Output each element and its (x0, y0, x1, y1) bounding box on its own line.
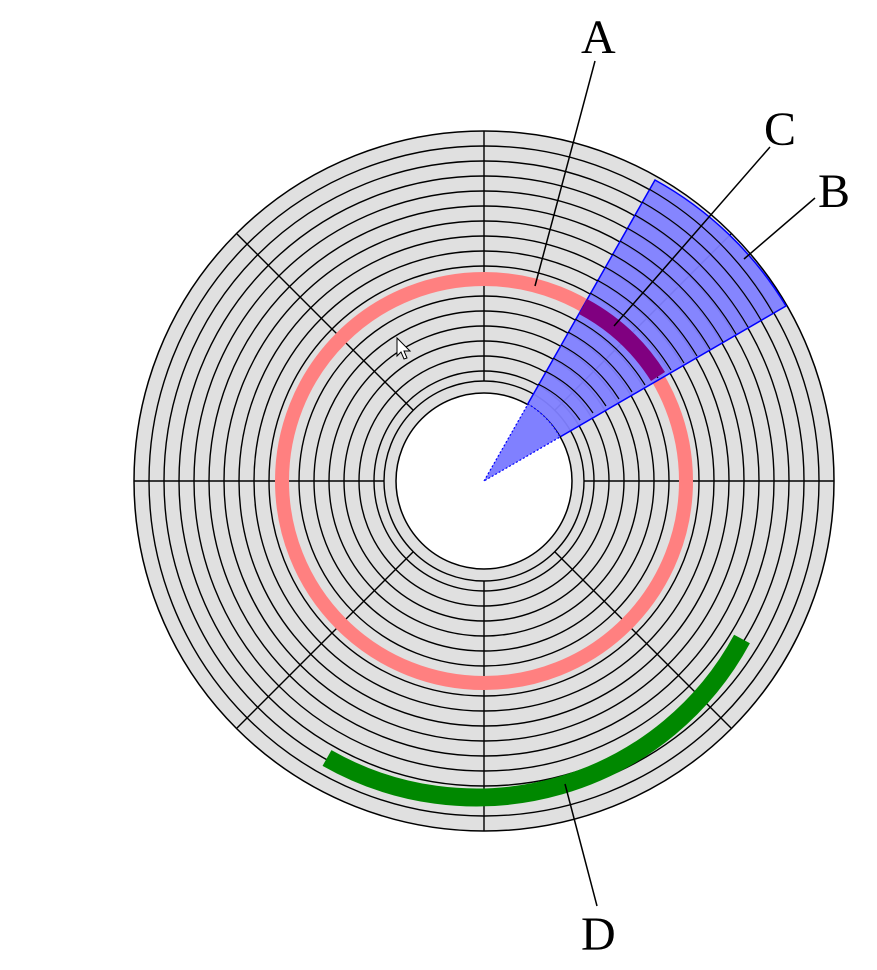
sector-track-overlay (648, 188, 774, 314)
sector-track-overlay (567, 331, 633, 393)
highlighted-track (275, 272, 693, 690)
highlighted-sector (481, 178, 788, 484)
leader-line-b (743, 197, 816, 260)
leader-lines (534, 60, 816, 907)
sector-track-overlay (641, 201, 762, 321)
sector-track-overlay (574, 318, 646, 386)
sector-track-overlays (537, 188, 774, 421)
label-b: B (818, 165, 850, 218)
sector-track-overlay (560, 344, 620, 400)
sector-track-overlay (634, 214, 749, 328)
label-c: C (764, 103, 796, 156)
sector-hub-wedge (482, 403, 561, 483)
leader-line-a (534, 60, 596, 287)
leader-line-c (613, 146, 771, 327)
sector-line (236, 233, 414, 411)
label-d: D (581, 908, 616, 961)
sector-track-overlay (611, 253, 711, 350)
sector-line (236, 551, 414, 729)
mouse-pointer (396, 336, 412, 360)
label-a: A (581, 11, 616, 64)
sector-track-overlay (596, 279, 685, 364)
track-sector-intersection (579, 299, 665, 381)
sector-track-overlay (544, 370, 594, 414)
sector-track-overlay (552, 357, 607, 407)
sector-track-overlay (626, 227, 737, 335)
sector-track-overlay (619, 240, 724, 343)
leader-line-d (564, 783, 598, 907)
sector-track-overlay (589, 292, 672, 371)
sector-track-overlay (537, 383, 581, 421)
sector-track-overlay (604, 266, 698, 357)
highlighted-cluster (322, 634, 750, 807)
